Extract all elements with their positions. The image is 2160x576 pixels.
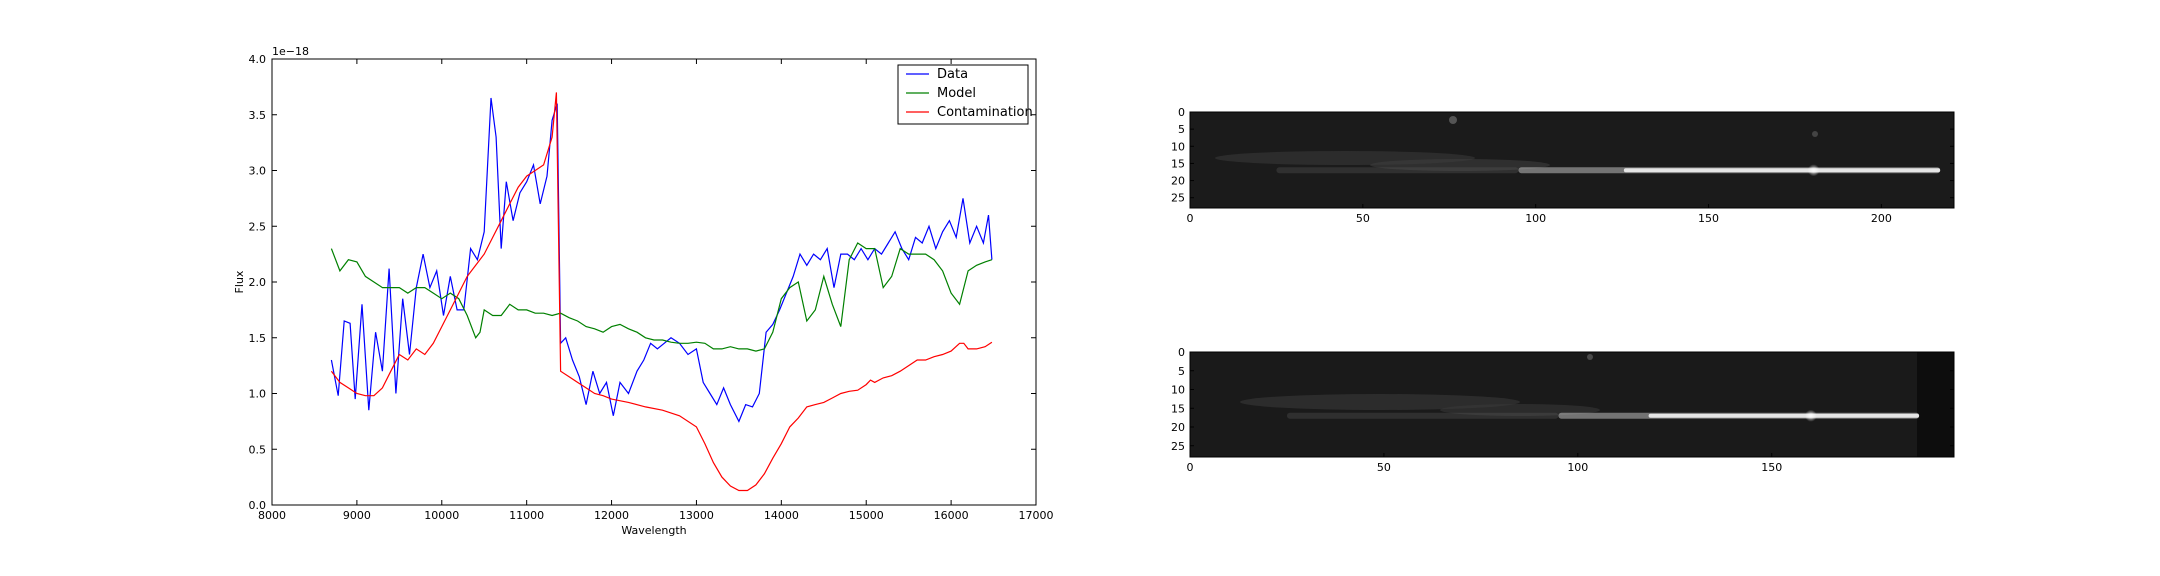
spectrum-axes-frame <box>271 58 1037 506</box>
spectrum-series <box>330 92 993 492</box>
img2-y-tick-label: 25 <box>1171 440 1185 453</box>
image-bottom-faint-trace-2 <box>1440 404 1600 416</box>
img1-x-tick-label: 100 <box>1525 212 1546 225</box>
img2-y-tick-label: 10 <box>1171 384 1185 397</box>
img1-trace-faint <box>1276 167 1519 174</box>
legend-label-model: Model <box>937 86 976 101</box>
legend: Data Model Contamination <box>897 64 1033 125</box>
image-top-faint-trace-2 <box>1370 159 1550 171</box>
y-tick-label: 2.5 <box>249 220 267 233</box>
x-tick-label: 16000 <box>934 509 969 522</box>
series-line-model <box>330 242 993 352</box>
img1-trace-core <box>1623 168 1941 173</box>
img1-y-tick-label: 5 <box>1178 123 1185 136</box>
x-tick-label: 15000 <box>849 509 884 522</box>
image-bottom-x-ticks: 0 50 100 150 <box>1187 453 1782 474</box>
img1-x-tick-label: 150 <box>1698 212 1719 225</box>
img1-x-tick-label: 200 <box>1871 212 1892 225</box>
x-tick-label: 9000 <box>343 509 371 522</box>
image-bottom-y-ticks: 0 5 10 15 20 25 <box>1171 346 1954 453</box>
spectrum-plot: 8000 9000 10000 11000 12000 13000 14000 15000 16… <box>233 45 1054 537</box>
y-tick-label: 3.0 <box>249 165 267 178</box>
image-bottom-edge-region <box>1917 352 1954 457</box>
series-line-contamination <box>330 92 993 492</box>
img2-y-tick-label: 0 <box>1178 346 1185 359</box>
x-tick-label: 11000 <box>509 509 544 522</box>
img2-x-tick-label: 150 <box>1761 461 1782 474</box>
image-top-y-ticks: 0 5 10 15 20 25 <box>1171 106 1954 205</box>
x-axis-label: Wavelength <box>621 524 686 537</box>
x-tick-label: 13000 <box>679 509 714 522</box>
img1-x-tick-label: 50 <box>1356 212 1370 225</box>
img1-y-tick-label: 10 <box>1171 140 1185 153</box>
img2-trace-core <box>1648 413 1920 418</box>
image-bottom-source-blob <box>1587 354 1593 360</box>
img2-y-tick-label: 15 <box>1171 402 1185 415</box>
img1-y-tick-label: 20 <box>1171 175 1185 188</box>
img1-trace-knot <box>1807 164 1820 177</box>
y-tick-label: 4.0 <box>249 53 267 66</box>
legend-label-contamination: Contamination <box>937 105 1033 120</box>
img2-x-tick-label: 50 <box>1377 461 1391 474</box>
x-tick-label: 14000 <box>764 509 799 522</box>
img1-y-tick-label: 25 <box>1171 192 1185 205</box>
image-bottom-faint-trace <box>1240 394 1520 410</box>
spectrum-y-ticks: 0.0 0.5 1.0 1.5 2.0 2.5 3.0 3.5 4.0 <box>249 53 1036 512</box>
series-line-data <box>330 97 993 423</box>
img1-y-tick-label: 0 <box>1178 106 1185 119</box>
spectrum-x-ticks: 8000 9000 10000 11000 12000 13000 14000 15000 16… <box>258 59 1054 522</box>
x-tick-label: 12000 <box>594 509 629 522</box>
img2-y-tick-label: 5 <box>1178 365 1185 378</box>
y-tick-label: 1.5 <box>249 332 267 345</box>
y-tick-label: 3.5 <box>249 109 267 122</box>
img2-y-tick-label: 20 <box>1171 421 1185 434</box>
spectral-image-top: 0 50 100 150 200 0 5 10 15 20 25 <box>1171 106 1955 225</box>
img2-trace-faint <box>1286 412 1559 419</box>
img2-trace-knot <box>1804 409 1817 422</box>
image-bottom-spectrum-trace <box>1286 409 1920 422</box>
y-tick-label: 1.0 <box>249 388 267 401</box>
x-tick-label: 17000 <box>1019 509 1054 522</box>
spectral-image-bottom: 0 50 100 150 0 5 10 15 20 25 <box>1171 346 1955 474</box>
image-top-source-blob <box>1449 116 1457 124</box>
img2-x-tick-label: 100 <box>1567 461 1588 474</box>
x-tick-label: 8000 <box>258 509 286 522</box>
legend-label-data: Data <box>937 67 968 82</box>
image-top-x-ticks: 0 50 100 150 200 <box>1187 204 1892 225</box>
image-top-source-blob-2 <box>1812 131 1818 137</box>
y-offset-text: 1e−18 <box>272 45 309 58</box>
image-bottom-frame <box>1189 351 1955 458</box>
y-tick-label: 0.5 <box>249 443 267 456</box>
image-top-spectrum-trace <box>1276 164 1941 177</box>
image-top-frame <box>1189 111 1955 209</box>
x-tick-label: 10000 <box>424 509 459 522</box>
img2-x-tick-label: 0 <box>1187 461 1194 474</box>
img1-x-tick-label: 0 <box>1187 212 1194 225</box>
img1-y-tick-label: 15 <box>1171 157 1185 170</box>
y-tick-label: 0.0 <box>249 499 267 512</box>
legend-box <box>897 64 1029 125</box>
y-tick-label: 2.0 <box>249 276 267 289</box>
y-axis-label: Flux <box>233 270 246 293</box>
